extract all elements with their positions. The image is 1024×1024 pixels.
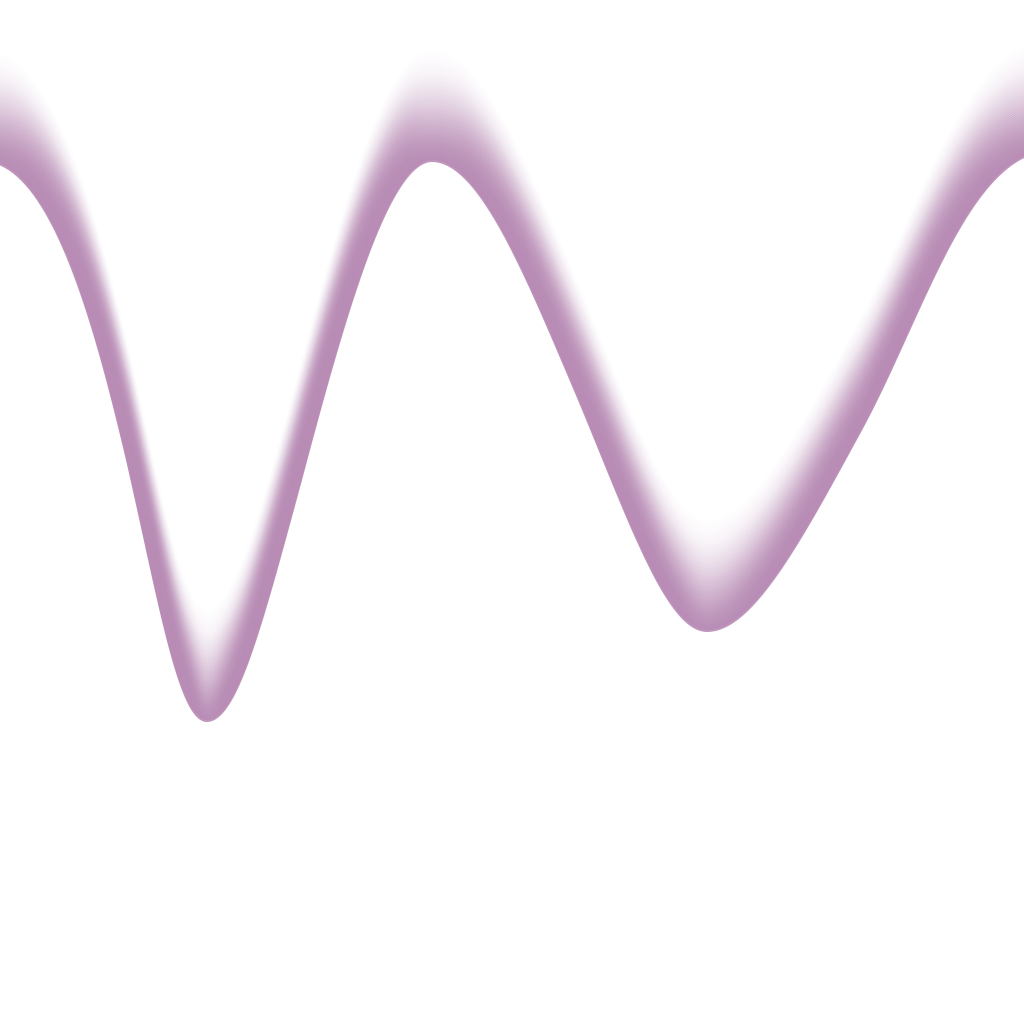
band-layer: [0, 91, 1024, 661]
band-layer: [0, 71, 1024, 641]
band-layer: [0, 105, 1024, 675]
band-layer: [0, 113, 1024, 683]
band-layer: [0, 81, 1024, 651]
band-layer: [0, 101, 1024, 671]
band-layer: [0, 87, 1024, 657]
band-layer: [0, 115, 1024, 685]
band-layer: [0, 153, 1024, 723]
band-layer: [0, 111, 1024, 681]
band-layer: [0, 109, 1024, 679]
band-layer: [0, 107, 1024, 677]
band-layer: [0, 103, 1024, 673]
band-layer: [0, 75, 1024, 645]
band-layer: [0, 95, 1024, 665]
band-layer: [0, 89, 1024, 659]
band-layer: [0, 67, 1024, 637]
band-layer: [0, 85, 1024, 655]
band-layer: [0, 77, 1024, 647]
band-layer: [0, 73, 1024, 643]
band-layer: [0, 97, 1024, 667]
band-layer: [0, 99, 1024, 669]
band-layer: [0, 79, 1024, 649]
band-layer: [0, 93, 1024, 663]
band-layer: [0, 63, 1024, 633]
band-layer: [0, 83, 1024, 653]
band-layers: [0, 63, 1024, 723]
band-layer: [0, 65, 1024, 635]
band-layer: [0, 69, 1024, 639]
